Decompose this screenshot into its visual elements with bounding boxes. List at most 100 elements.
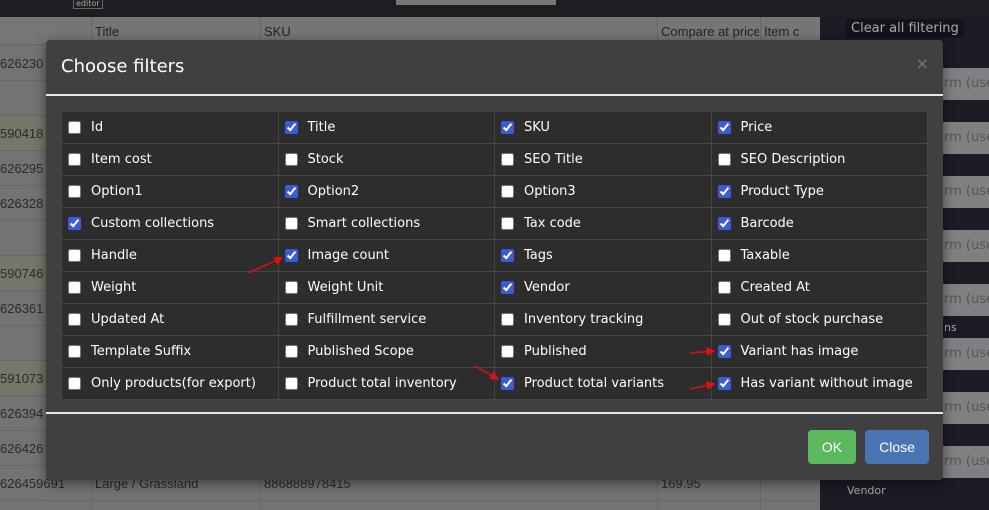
filter-option[interactable]: Tags: [494, 239, 712, 272]
filter-label: Weight Unit: [307, 280, 384, 295]
filter-label: Published: [524, 344, 587, 359]
filter-checkbox[interactable]: [68, 281, 81, 294]
filter-checkbox[interactable]: [717, 217, 731, 230]
filter-input[interactable]: rm (use: [944, 346, 989, 361]
filter-option[interactable]: Image count: [277, 239, 495, 272]
filter-checkbox[interactable]: [68, 313, 81, 326]
column-header-compare-price[interactable]: Compare at price: [661, 24, 759, 39]
filter-input[interactable]: rm (use: [944, 400, 989, 415]
filter-checkbox[interactable]: [284, 313, 298, 326]
filter-checkbox[interactable]: [717, 313, 731, 326]
ok-button[interactable]: OK: [808, 430, 856, 464]
filter-checkbox[interactable]: [284, 377, 298, 390]
filter-option[interactable]: Fulfillment service: [277, 303, 495, 336]
filter-option[interactable]: Option2: [277, 175, 495, 208]
column-header-sku[interactable]: SKU: [264, 24, 291, 39]
filter-checkbox[interactable]: [284, 345, 298, 358]
close-icon[interactable]: ×: [915, 54, 929, 73]
filter-checkbox[interactable]: [68, 377, 81, 390]
filter-checkbox[interactable]: [501, 345, 514, 358]
filter-checkbox[interactable]: [284, 153, 298, 166]
filter-checkbox[interactable]: [68, 153, 81, 166]
filter-option[interactable]: Custom collections: [61, 207, 279, 240]
filter-input[interactable]: rm (use: [944, 238, 989, 253]
filter-option[interactable]: Product total variants: [494, 367, 712, 400]
filter-checkbox[interactable]: [284, 185, 298, 198]
filter-checkbox[interactable]: [501, 377, 514, 390]
dialog-title: Choose filters: [61, 56, 185, 77]
filter-option[interactable]: Vendor: [494, 271, 712, 304]
filter-option[interactable]: Tax code: [494, 207, 712, 240]
filter-input[interactable]: rm (use: [944, 184, 989, 199]
filter-option[interactable]: Only products(for export): [61, 367, 279, 400]
filter-checkbox[interactable]: [68, 121, 81, 134]
filter-input[interactable]: rm (use: [944, 130, 989, 145]
filter-input[interactable]: rm (use: [944, 454, 989, 469]
filter-checkbox[interactable]: [284, 249, 298, 262]
filter-checkbox[interactable]: [501, 153, 514, 166]
filter-checkbox[interactable]: [68, 217, 81, 230]
filter-label: Title: [307, 120, 336, 135]
filter-option[interactable]: Published: [494, 335, 712, 368]
filter-checkbox[interactable]: [68, 249, 81, 262]
filter-option[interactable]: Template Suffix: [61, 335, 279, 368]
filter-checkbox[interactable]: [501, 281, 514, 294]
close-button[interactable]: Close: [865, 430, 929, 464]
section-label: ns: [944, 321, 957, 334]
top-search-field[interactable]: [396, 0, 556, 5]
filter-label: Published Scope: [307, 344, 414, 359]
filter-checkbox[interactable]: [717, 249, 731, 262]
filter-checkbox[interactable]: [717, 377, 731, 390]
filter-option[interactable]: Title: [277, 111, 495, 144]
filter-checkbox[interactable]: [68, 345, 81, 358]
filter-checkbox[interactable]: [501, 185, 514, 198]
filter-option[interactable]: Smart collections: [277, 207, 495, 240]
filter-option[interactable]: Option3: [494, 175, 712, 208]
filter-option[interactable]: Out of stock purchase: [710, 303, 928, 336]
filter-label: SEO Title: [524, 152, 583, 167]
filter-option[interactable]: Weight Unit: [277, 271, 495, 304]
editor-label: editor: [73, 0, 103, 9]
filter-option[interactable]: Price: [710, 111, 928, 144]
filter-label: Product total inventory: [307, 376, 457, 391]
filter-option[interactable]: Option1: [61, 175, 279, 208]
filter-option[interactable]: Stock: [277, 143, 495, 176]
filter-option[interactable]: SEO Description: [710, 143, 928, 176]
filter-input[interactable]: rm (use: [944, 76, 989, 91]
filter-checkbox[interactable]: [284, 121, 298, 134]
filter-option[interactable]: Id: [61, 111, 279, 144]
filter-option[interactable]: Weight: [61, 271, 279, 304]
filter-label: Option3: [524, 184, 576, 199]
filter-option[interactable]: Taxable: [710, 239, 928, 272]
filter-option[interactable]: Product total inventory: [277, 367, 495, 400]
filter-checkbox[interactable]: [501, 249, 514, 262]
clear-all-filtering-button[interactable]: Clear all filtering: [846, 19, 964, 38]
filter-checkbox[interactable]: [68, 185, 81, 198]
filter-checkbox[interactable]: [284, 217, 298, 230]
filter-option[interactable]: SKU: [494, 111, 712, 144]
filter-option[interactable]: SEO Title: [494, 143, 712, 176]
filter-option[interactable]: Barcode: [710, 207, 928, 240]
filter-option[interactable]: Has variant without image: [710, 367, 928, 400]
filter-option[interactable]: Created At: [710, 271, 928, 304]
filter-option[interactable]: Inventory tracking: [494, 303, 712, 336]
filter-checkbox[interactable]: [717, 345, 731, 358]
filter-input[interactable]: rm (use: [944, 292, 989, 307]
filter-checkbox[interactable]: [717, 185, 731, 198]
filter-checkbox[interactable]: [717, 153, 731, 166]
filter-checkbox[interactable]: [501, 217, 514, 230]
filter-option[interactable]: Updated At: [61, 303, 279, 336]
filter-checkbox[interactable]: [717, 121, 731, 134]
filter-checkbox[interactable]: [284, 281, 298, 294]
filter-option[interactable]: Product Type: [710, 175, 928, 208]
filter-option[interactable]: Variant has image: [710, 335, 928, 368]
filter-label: Item cost: [91, 152, 152, 167]
filter-checkbox[interactable]: [501, 121, 514, 134]
filter-checkbox[interactable]: [717, 281, 731, 294]
filter-option[interactable]: Item cost: [61, 143, 279, 176]
filter-option[interactable]: Handle: [61, 239, 279, 272]
column-header-item-cost[interactable]: Item c: [764, 24, 800, 39]
filter-checkbox[interactable]: [501, 313, 514, 326]
column-header-title[interactable]: Title: [95, 24, 120, 39]
filter-option[interactable]: Published Scope: [277, 335, 495, 368]
